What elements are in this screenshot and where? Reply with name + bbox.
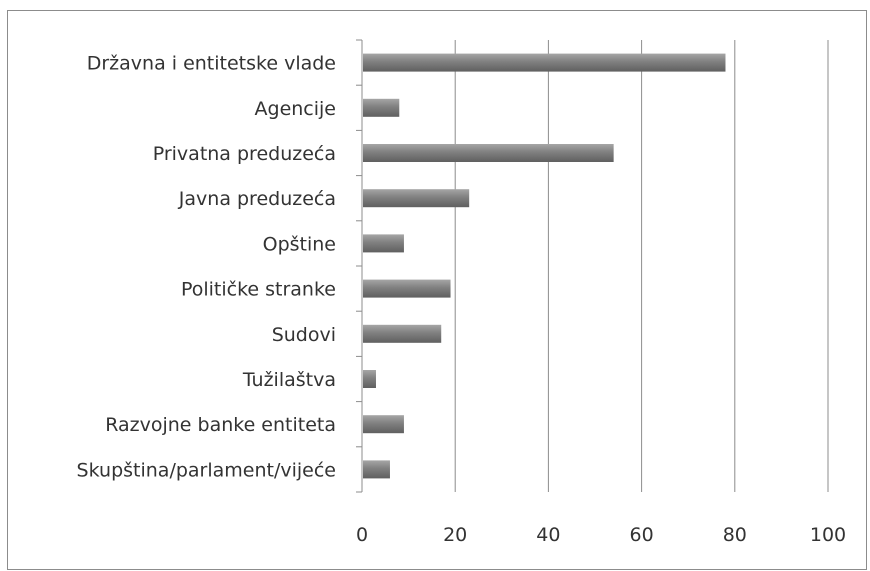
category-label-8: Tužilaštva: [242, 369, 336, 391]
category-label-1: Državna i entitetske vlade: [87, 53, 336, 75]
category-label-10: Skupština/parlament/vijeće: [77, 459, 336, 481]
x-tick-label-20: 20: [443, 524, 467, 546]
bar-5: [363, 234, 404, 253]
bar-4: [363, 189, 470, 208]
bar-3: [363, 144, 614, 162]
category-label-3: Privatna preduzeća: [153, 143, 336, 165]
bars: [363, 53, 726, 479]
x-tick-label-100: 100: [810, 524, 846, 546]
gridlines: [454, 40, 829, 492]
bar-1: [363, 53, 726, 72]
bar-8: [363, 370, 376, 388]
x-tick-label-0: 0: [356, 524, 368, 546]
bar-7: [363, 324, 442, 343]
bar-6: [363, 279, 451, 298]
category-label-4: Javna preduzeća: [178, 188, 336, 210]
category-label-9: Razvojne banke entiteta: [105, 414, 336, 436]
x-tick-labels: 0 20 40 60 80 100: [356, 524, 846, 546]
category-labels: Državna i entitetske vlade Agencije Privat…: [77, 53, 336, 482]
axes: [356, 39, 363, 493]
bar-9: [363, 415, 404, 434]
category-label-2: Agencije: [255, 98, 336, 120]
bar-2: [363, 98, 400, 117]
x-tick-label-60: 60: [630, 524, 654, 546]
x-tick-label-80: 80: [723, 524, 747, 546]
category-label-6: Političke stranke: [181, 279, 336, 301]
category-label-5: Opštine: [263, 233, 336, 255]
x-tick-label-40: 40: [536, 524, 560, 546]
category-label-7: Sudovi: [272, 324, 336, 346]
bar-10: [363, 460, 390, 479]
